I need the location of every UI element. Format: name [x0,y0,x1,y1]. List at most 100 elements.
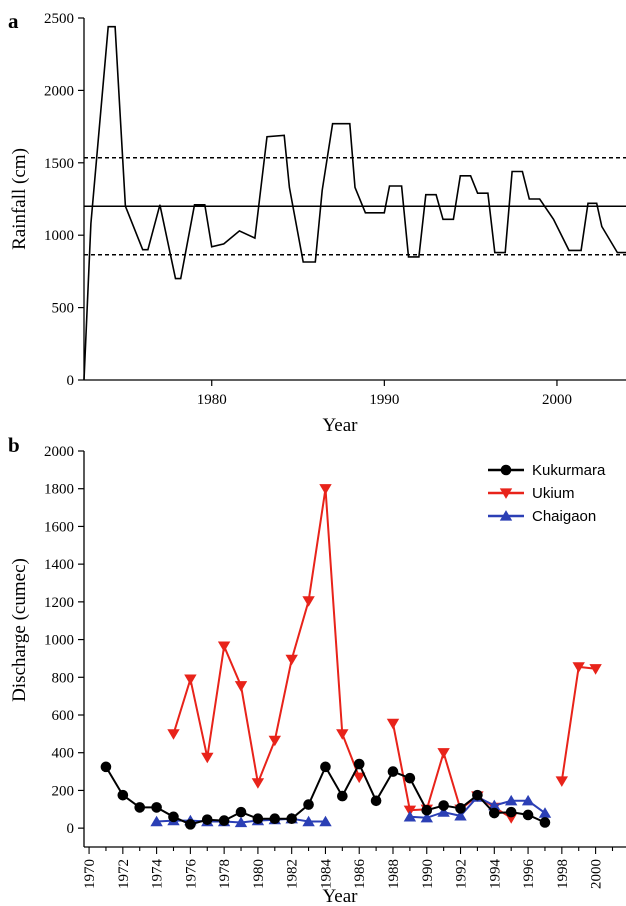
ukium-data-point [201,752,214,764]
kukurmara-data-point [488,807,500,819]
rainfall-y-tick-label: 1000 [44,228,74,244]
kukurmara-data-point [252,813,264,825]
ukium-data-point [319,484,332,495]
discharge-x-tick-label: 1996 [521,859,537,890]
kukurmara-data-point [387,766,399,777]
discharge-x-tick-label: 1978 [217,859,233,889]
chaigaon-data-point [234,816,248,828]
chaigaon-data-point [302,815,315,827]
rainfall-x-axis-title: Year [322,415,358,436]
panel-a-letter: a [8,9,19,33]
ukium-data-point [386,718,400,730]
legend-ukium-marker [499,488,513,499]
kukurmara-data-point [151,802,162,813]
discharge-x-tick-label: 1988 [386,859,402,889]
chaigaon-data-point [403,810,417,822]
legend-chaigaon-marker [499,510,513,521]
discharge-legend: Kukurmara Ukium Chaigaon [488,462,606,525]
kukurmara-data-point [404,772,416,784]
rainfall-x-tick-label: 2000 [542,392,572,408]
chaigaon-data-point [488,799,501,811]
discharge-y-tick-label: 1600 [44,519,74,535]
kukurmara-data-point [337,790,348,802]
chaigaon-data-point [437,806,450,817]
discharge-y-tick-label: 1200 [44,595,74,611]
ukium-data-point [555,776,568,787]
chaigaon-data-point [420,811,433,823]
discharge-chart-panel: b 0 200 400 600 800 1000 1200 1400 1600 1800 2000 1… [8,433,626,906]
kukurmara-data-point [455,803,466,814]
ukium-series-line [172,488,361,787]
rainfall-x-tick-label: 1990 [369,392,399,408]
legend-kukurmara-marker [500,464,512,476]
ukium-data-point [234,681,248,692]
ukium-data-point [336,729,349,740]
rainfall-series-line [83,25,626,381]
kukurmara-data-point [269,813,281,825]
discharge-x-tick-label: 1974 [150,859,166,890]
ukium-data-point [167,729,180,740]
rainfall-x-tick-label: 1980 [197,392,227,408]
kukurmara-data-point [100,761,112,773]
kukurmara-data-point [235,806,247,818]
discharge-x-tick-label: 1986 [352,859,368,890]
kukurmara-data-point [421,804,433,816]
rainfall-y-tick-label: 0 [67,373,75,389]
rainfall-y-tick-label: 2500 [44,11,74,27]
kukurmara-data-point [168,811,179,823]
discharge-x-axis-title: Year [322,886,358,906]
rainfall-plot-area: 0 500 1000 1500 2000 2500 1980 1990 2000 [44,11,626,408]
discharge-y-axis-title: Discharge (cumec) [9,558,30,702]
discharge-x-tick-label: 2000 [589,859,605,889]
chaigaon-data-point [319,815,332,827]
legend-ukium-label: Ukium [532,485,575,502]
ukium-series-line [560,665,596,782]
ukium-data-point [268,735,281,747]
kukurmara-data-point [303,799,314,810]
legend-chaigaon-label: Chaigaon [532,508,596,525]
ukium-data-point [589,664,602,675]
ukium-data-point [437,748,450,759]
discharge-x-tick-label: 1994 [487,859,503,890]
kukurmara-data-point [438,800,449,811]
kukurmara-data-point [320,761,331,773]
rainfall-y-tick-label: 500 [52,301,75,317]
discharge-x-tick-label: 1980 [251,859,267,889]
chaigaon-data-point [521,794,535,806]
ukium-data-point [403,805,417,817]
discharge-y-tick-label: 1800 [44,482,74,498]
discharge-y-tick-label: 1400 [44,557,74,573]
discharge-y-tick-label: 1000 [44,633,74,649]
discharge-x-tick-label: 1976 [183,859,199,890]
kukurmara-data-point [218,815,230,826]
discharge-y-tick-label: 800 [52,670,75,686]
kukurmara-data-point [370,795,382,807]
chaigaon-data-point [538,807,552,818]
discharge-y-tick-label: 200 [52,783,75,799]
discharge-y-tick-label: 600 [52,708,75,724]
discharge-x-tick-label: 1990 [420,859,436,889]
discharge-plot-area: 0 200 400 600 800 1000 1200 1400 1600 1800 2000 197… [44,444,626,889]
ukium-data-point [302,596,315,607]
kukurmara-data-point [117,789,129,801]
discharge-x-tick-label: 1970 [82,859,98,889]
discharge-y-tick-label: 2000 [44,444,74,460]
ukium-data-point [251,778,265,789]
discharge-x-tick-label: 1982 [285,859,301,889]
chaigaon-data-point [505,794,518,806]
ukium-data-point [285,654,298,666]
legend-kukurmara-label: Kukurmara [532,462,606,479]
rainfall-y-tick-label: 2000 [44,83,74,99]
panel-b-letter: b [8,433,20,457]
chaigaon-data-point [454,810,467,821]
kukurmara-data-point [539,817,551,828]
kukurmara-data-point [522,809,534,821]
discharge-x-tick-label: 1992 [454,859,470,889]
discharge-y-tick-label: 400 [52,746,75,762]
rainfall-y-tick-label: 1500 [44,156,74,172]
kukurmara-data-point [505,806,517,818]
rainfall-y-axis-title: Rainfall (cm) [9,148,30,250]
kukurmara-data-point [472,789,483,801]
